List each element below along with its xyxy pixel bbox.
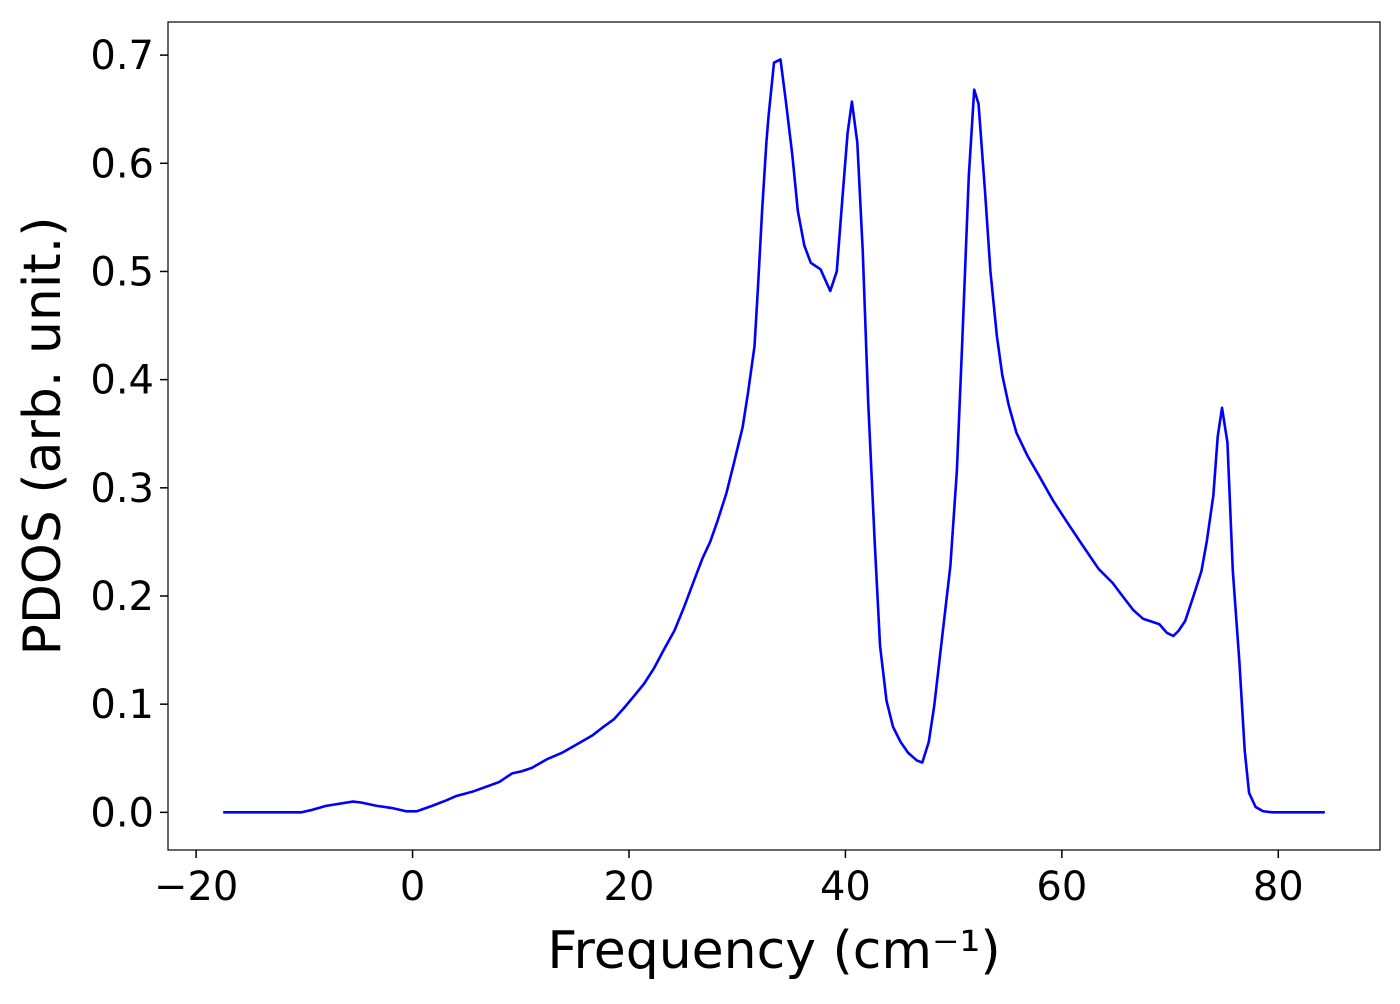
y-tick-label: 0.0	[90, 790, 154, 836]
y-axis-label: PDOS (arb. unit.)	[13, 216, 73, 655]
x-tick-label: 60	[1036, 864, 1087, 910]
x-tick-label: 20	[604, 864, 655, 910]
x-axis-label: Frequency (cm⁻¹)	[547, 921, 1000, 981]
y-tick-label: 0.6	[90, 141, 154, 187]
y-tick-label: 0.5	[90, 249, 154, 295]
y-tick-label: 0.3	[90, 466, 154, 512]
data-line	[223, 58, 1325, 814]
y-tick-label: 0.7	[90, 33, 154, 79]
plot-frame	[167, 21, 1381, 851]
x-tick-label: −20	[154, 864, 238, 910]
x-tick-label: 0	[400, 864, 425, 910]
x-tick-label: 40	[820, 864, 871, 910]
y-tick-label: 0.4	[90, 358, 154, 404]
y-tick-label: 0.2	[90, 574, 154, 620]
x-tick-label: 80	[1253, 864, 1304, 910]
y-tick-label: 0.1	[90, 682, 154, 728]
